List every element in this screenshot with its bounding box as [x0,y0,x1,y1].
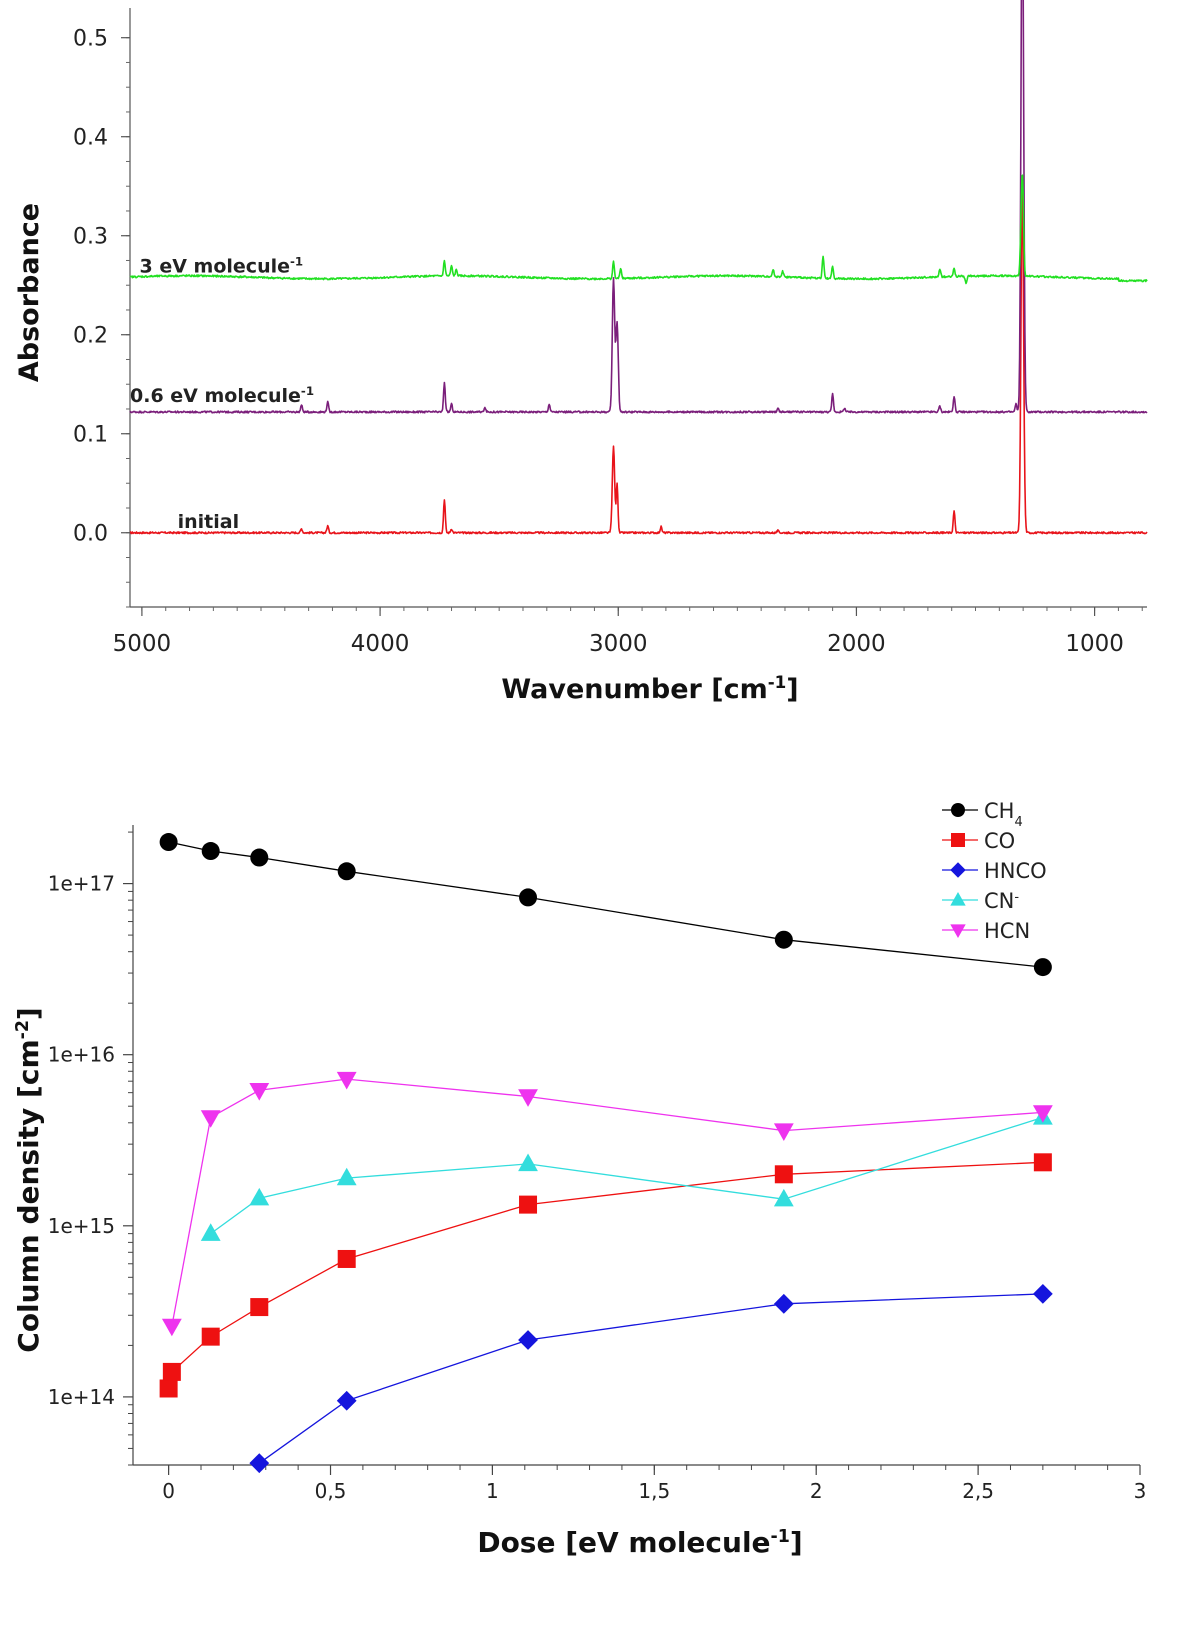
data-point-1 [250,1298,269,1317]
data-point-2 [336,1390,357,1411]
spectrum-line-0 [129,182,1148,535]
legend-label-0: CH4 [984,799,1023,830]
series-line-3 [210,1116,1044,1235]
data-point-0 [1033,958,1052,977]
y-axis-title: Absorbance [14,203,45,382]
y-axis-title: Column density [cm-2] [12,1007,45,1352]
x-tick-label: 5000 [113,631,172,657]
data-point-3 [518,1153,538,1172]
x-tick-label: 0 [162,1479,175,1503]
y-tick-label: 0.4 [73,126,108,151]
data-point-0 [250,848,269,867]
data-point-1 [519,1195,538,1214]
data-point-1 [159,1379,178,1398]
data-point-1 [201,1327,220,1346]
data-point-3 [336,1167,357,1186]
data-point-0 [159,833,178,852]
legend-marker-1 [951,833,965,847]
data-point-4 [336,1071,357,1090]
y-tick-label: 0.1 [73,423,108,448]
legend-label-1: CO [984,829,1015,853]
y-tick-label: 0.2 [73,324,108,349]
x-tick-label: 3000 [589,631,648,657]
data-point-2 [773,1293,794,1314]
x-tick-label: 3 [1134,1479,1147,1503]
data-point-0 [774,930,793,949]
data-point-4 [773,1123,794,1141]
data-point-2 [1032,1283,1053,1304]
series-line-1 [167,1161,1043,1389]
legend-label-2: HNCO [984,859,1047,883]
x-tick-label: 2 [810,1479,823,1503]
data-point-0 [201,842,220,861]
data-point-3 [200,1223,221,1241]
x-tick-label: 2,5 [962,1479,994,1503]
data-point-2 [249,1453,270,1474]
spectrum-label-1: 0.6 eV molecule-1 [130,384,314,407]
spectrum-line-2 [129,174,1148,285]
y-tick-label: 0.5 [73,27,108,52]
data-point-4 [200,1110,221,1128]
series-line-2 [258,1293,1043,1464]
legend-marker-2 [950,862,966,878]
series-line-4 [171,1078,1043,1327]
data-point-1 [1033,1153,1052,1172]
column-density-chart: 1e+14 1e+15 1e+16 1e+17 0 0,5 1 1,5 2 2,5 3 Dose [e… [12,799,1146,1559]
absorbance-spectrum-chart: 0.0 0.1 0.2 0.3 0.4 0.5 5000 4000 3000 2000 1000 Wa… [14,0,1148,705]
x-axis-title: Dose [eV molecule-1] [477,1526,802,1559]
y-tick-label: 1e+16 [48,1043,115,1067]
x-axis-title: Wavenumber [cm-1] [501,672,798,705]
x-tick-label: 2000 [827,631,886,657]
x-tick-label: 0,5 [315,1479,347,1503]
spectrum-label-2: 3 eV molecule-1 [140,254,304,277]
legend-label-4: HCN [984,919,1030,943]
data-point-1 [162,1362,181,1381]
data-point-0 [519,888,538,907]
y-tick-label: 1e+15 [48,1214,115,1238]
y-tick-label: 0.0 [73,522,108,547]
data-point-4 [518,1089,538,1107]
x-tick-label: 1,5 [638,1479,670,1503]
spectrum-label-0: initial [178,511,239,533]
y-tick-label: 1e+17 [48,872,115,896]
data-point-0 [337,862,356,881]
column-density-axes: 1e+14 1e+15 1e+16 1e+17 0 0,5 1 1,5 2 2,5 3 Dose [e… [12,825,1146,1559]
data-point-3 [249,1187,270,1206]
data-point-2 [518,1330,538,1350]
legend-label-3: CN- [984,889,1019,913]
spectrum-series [129,0,1148,535]
data-point-4 [1032,1105,1053,1123]
data-point-4 [249,1083,270,1101]
legend-marker-4 [950,924,966,939]
x-tick-label: 1000 [1065,631,1124,657]
data-point-1 [774,1165,793,1184]
spectrum-labels: initial 0.6 eV molecule-1 3 eV molecule-1 [130,254,314,532]
data-point-4 [161,1318,182,1337]
y-tick-label: 0.3 [73,225,108,250]
spectrum-axes: 0.0 0.1 0.2 0.3 0.4 0.5 5000 4000 3000 2000 1000 Wa… [14,8,1147,705]
x-tick-label: 1 [486,1479,499,1503]
legend-marker-3 [950,891,966,906]
legend-marker-0 [951,803,965,817]
column-density-series [159,833,1053,1474]
data-point-1 [337,1249,356,1268]
x-tick-label: 4000 [351,631,410,657]
series-line-0 [168,841,1043,968]
y-tick-label: 1e+14 [48,1385,115,1409]
spectrum-line-1 [129,0,1148,414]
data-point-3 [773,1188,794,1207]
